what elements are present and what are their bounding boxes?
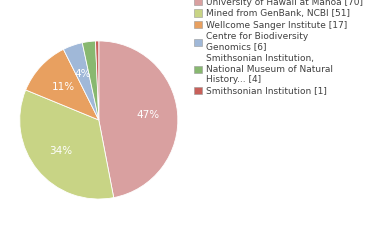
Text: 47%: 47% <box>136 110 159 120</box>
Wedge shape <box>20 90 114 199</box>
Legend: University of Hawaii at Manoa [70], Mined from GenBank, NCBI [51], Wellcome Sang: University of Hawaii at Manoa [70], Mine… <box>194 0 363 96</box>
Wedge shape <box>95 41 99 120</box>
Wedge shape <box>99 41 178 198</box>
Wedge shape <box>63 43 99 120</box>
Wedge shape <box>82 41 99 120</box>
Text: 11%: 11% <box>51 82 74 92</box>
Text: 4%: 4% <box>74 69 91 79</box>
Wedge shape <box>26 49 99 120</box>
Text: 34%: 34% <box>49 146 73 156</box>
